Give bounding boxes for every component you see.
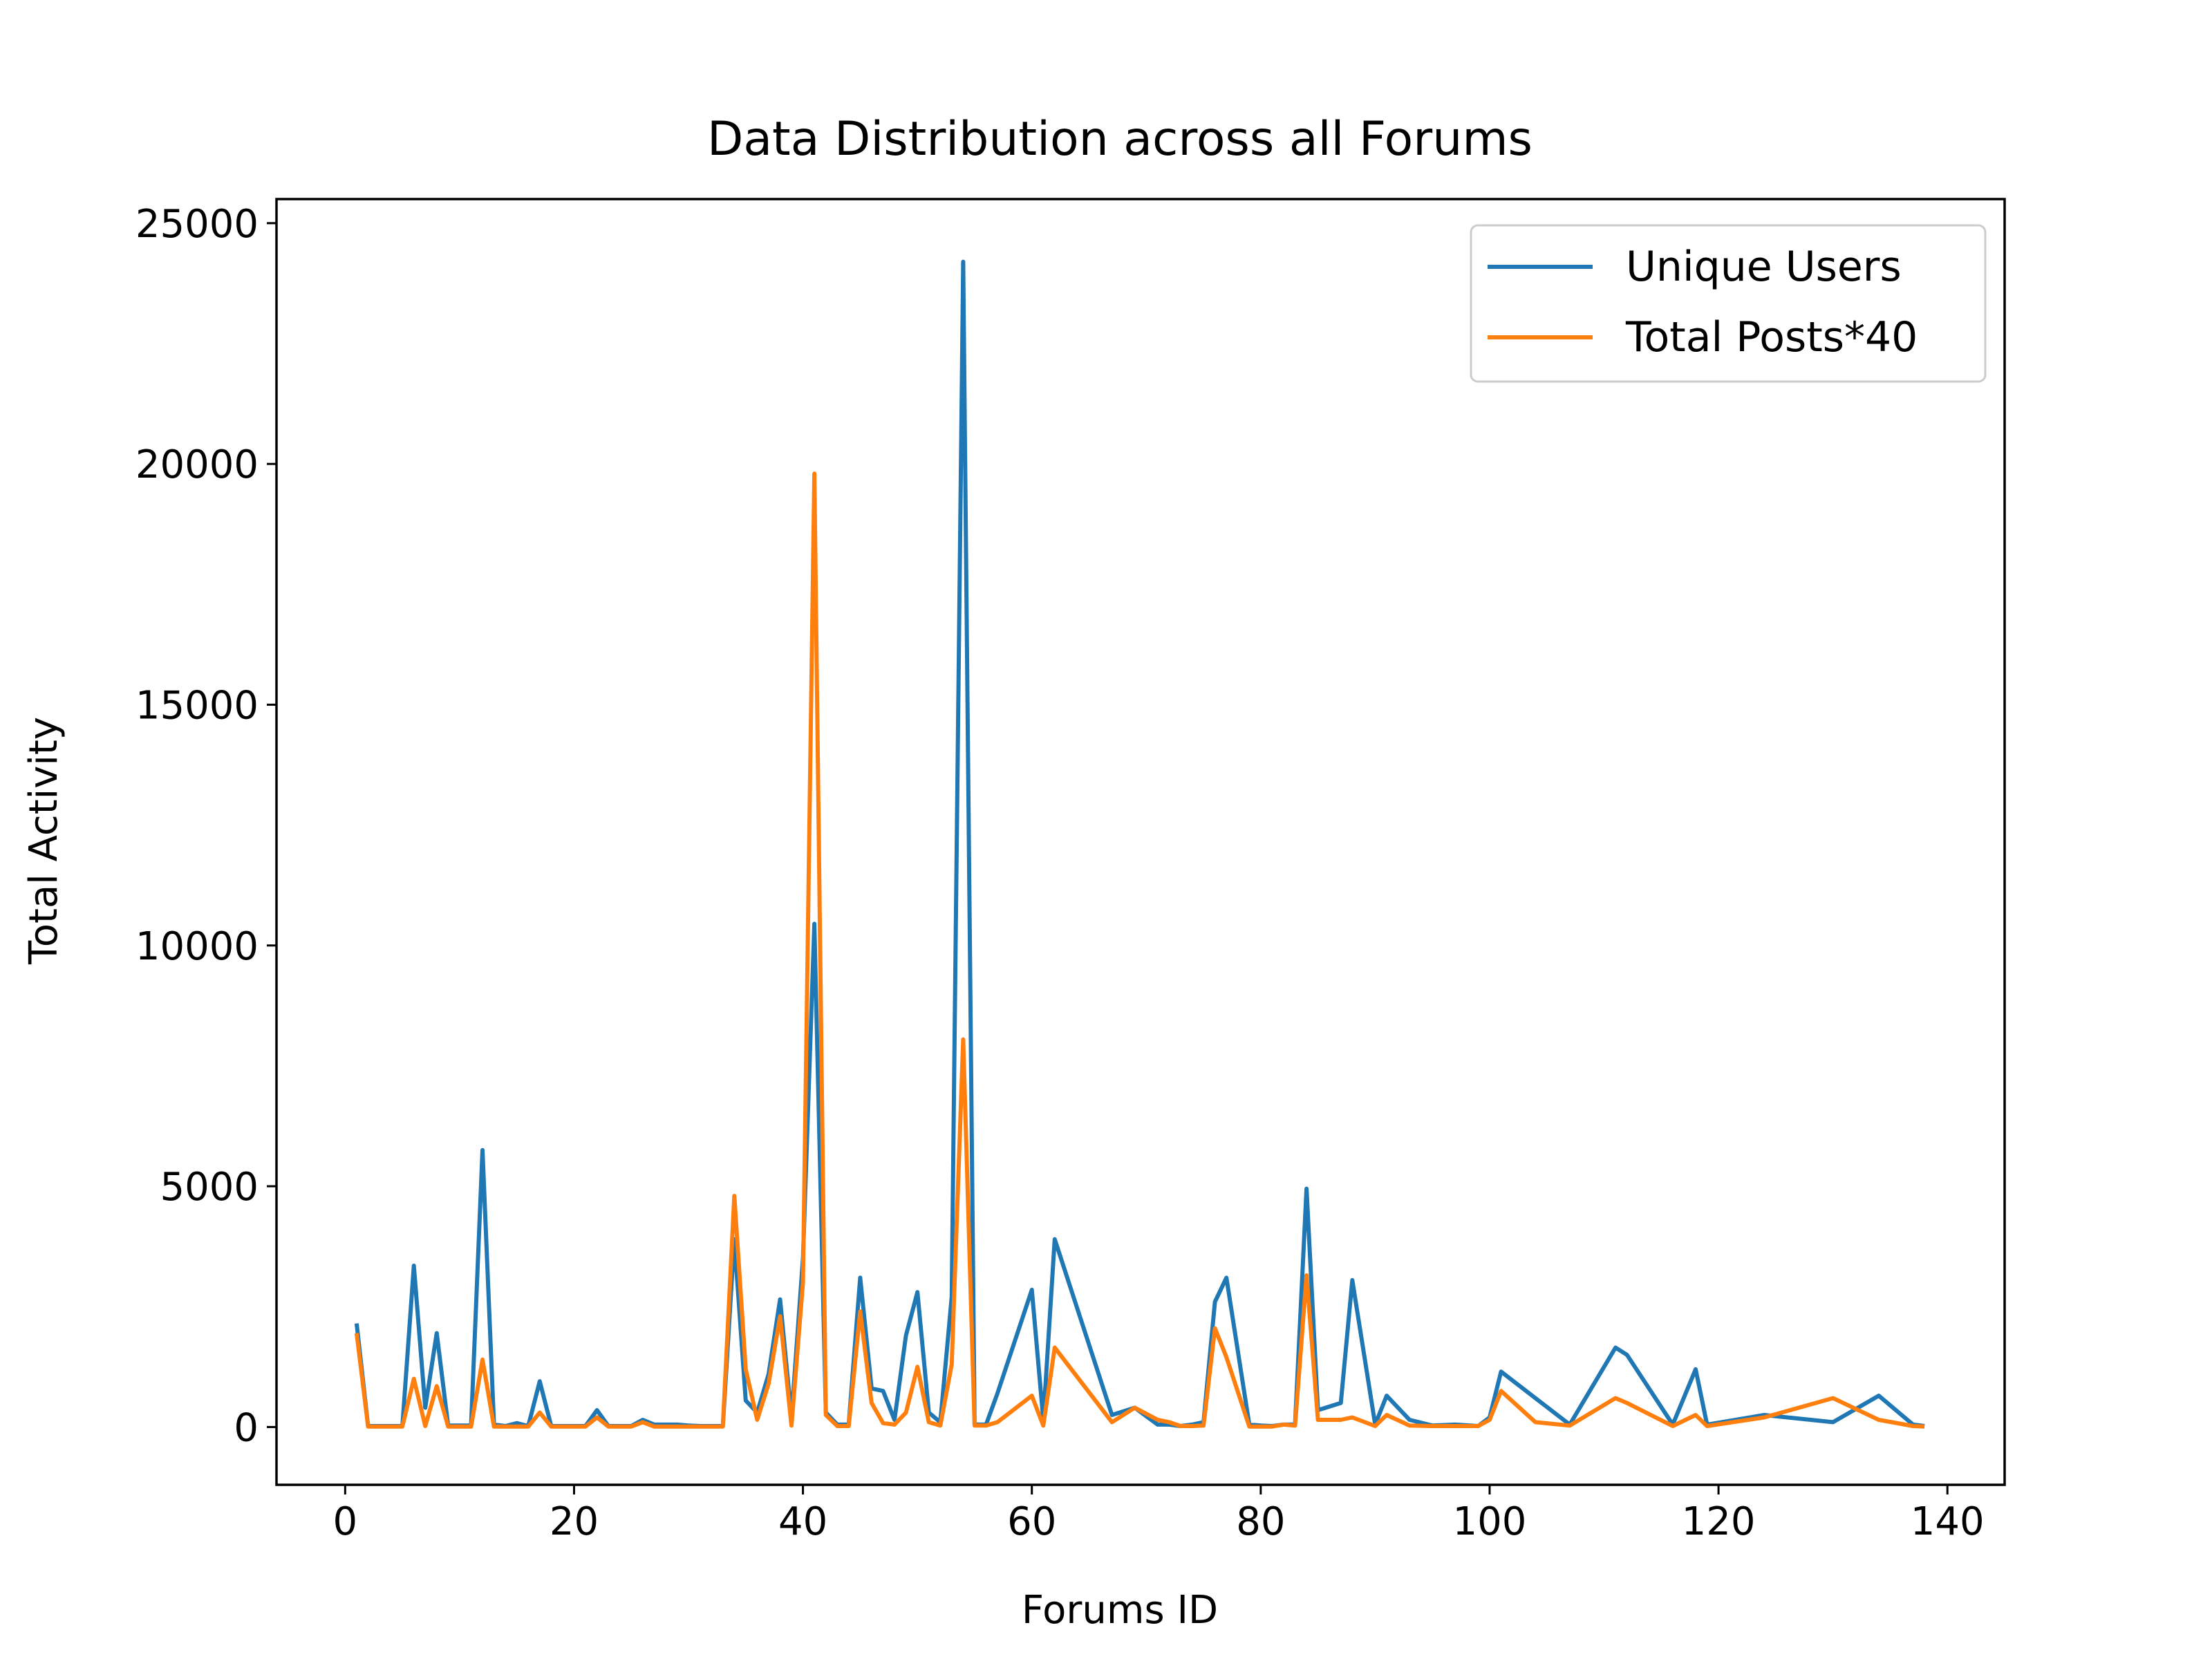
x-axis-label: Forums ID [1022, 1588, 1218, 1633]
chart-title: Data Distribution across all Forums [707, 112, 1533, 167]
x-tick-label: 20 [550, 1499, 599, 1544]
legend-label: Unique Users [1626, 243, 1902, 291]
x-tick-label: 0 [333, 1499, 358, 1544]
y-tick-label: 5000 [160, 1165, 259, 1210]
y-tick-label: 10000 [135, 924, 259, 969]
legend-box [1470, 224, 1987, 383]
y-tick-label: 25000 [135, 202, 259, 247]
y-tick-label: 20000 [135, 442, 259, 487]
x-tick-label: 40 [778, 1499, 827, 1544]
axes-frame [275, 198, 2006, 1486]
x-tick-label: 140 [1911, 1499, 1985, 1544]
y-tick-label: 0 [234, 1405, 259, 1450]
x-tick-label: 100 [1453, 1499, 1527, 1544]
x-tick-label: 60 [1007, 1499, 1056, 1544]
y-tick-label: 15000 [135, 683, 259, 728]
series-line-2 [354, 471, 1925, 1429]
x-tick-label: 80 [1236, 1499, 1285, 1544]
plot-area: 0 20 40 60 80 100 120 140 0 5000 10000 15000 20000 25… [135, 198, 2006, 1544]
x-tick-label: 120 [1682, 1499, 1756, 1544]
legend: Unique Users Total Posts*40 [1470, 224, 1987, 383]
legend-label: Total Posts*40 [1625, 313, 1918, 362]
y-axis-label: Total Activity [21, 717, 66, 965]
